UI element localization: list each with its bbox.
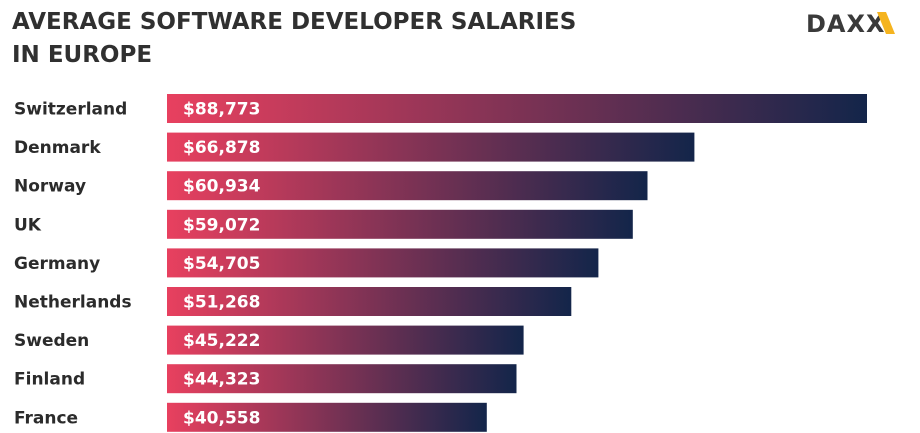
value-label-sweden: $45,222 xyxy=(183,331,260,351)
value-label-finland: $44,323 xyxy=(183,370,260,390)
chart-title: AVERAGE SOFTWARE DEVELOPER SALARIES IN E… xyxy=(12,6,576,72)
bars-group: Switzerland $88,773 Denmark $66,878 Norway $6… xyxy=(14,94,867,432)
bar-uk xyxy=(167,209,633,239)
value-label-netherlands: $51,268 xyxy=(183,293,260,313)
category-label-sweden: Sweden xyxy=(14,331,89,351)
bar-denmark xyxy=(167,132,695,162)
category-label-france: France xyxy=(14,408,78,428)
value-label-switzerland: $88,773 xyxy=(183,100,260,120)
daxx-logo: DAXX xyxy=(806,8,908,38)
value-label-germany: $54,705 xyxy=(183,254,260,274)
bar-netherlands xyxy=(167,287,572,316)
value-label-denmark: $66,878 xyxy=(183,138,260,158)
category-label-denmark: Denmark xyxy=(14,138,101,158)
category-label-norway: Norway xyxy=(14,177,86,197)
daxx-logo-text: DAXX xyxy=(806,10,886,38)
bar-switzerland xyxy=(167,94,867,123)
bar-norway xyxy=(167,171,648,201)
category-label-switzerland: Switzerland xyxy=(14,100,127,120)
daxx-logo-graphic: DAXX xyxy=(806,10,895,38)
chart-title-line-1: AVERAGE SOFTWARE DEVELOPER SALARIES xyxy=(12,9,577,35)
value-label-norway: $60,934 xyxy=(183,177,261,197)
category-label-finland: Finland xyxy=(14,370,85,390)
category-label-germany: Germany xyxy=(14,254,100,274)
value-label-uk: $59,072 xyxy=(183,215,260,235)
bar-france xyxy=(167,402,487,432)
bar-germany xyxy=(167,248,599,278)
bar-sweden xyxy=(167,325,524,355)
daxx-logo-accent xyxy=(877,12,895,34)
bar-finland xyxy=(167,364,517,394)
category-label-uk: UK xyxy=(14,215,42,235)
value-label-france: $40,558 xyxy=(183,408,260,428)
chart-title-line-2: IN EUROPE xyxy=(12,42,153,68)
category-label-netherlands: Netherlands xyxy=(14,293,132,313)
